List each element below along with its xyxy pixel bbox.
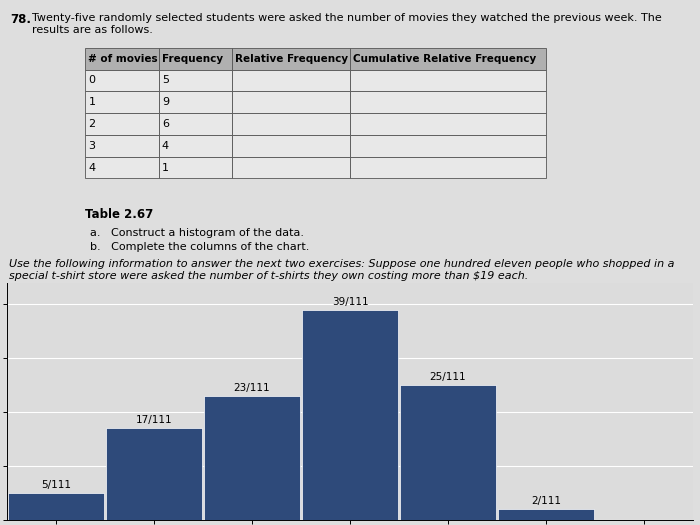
Bar (232, 69, 350, 91)
Text: Cumulative Relative Frequency: Cumulative Relative Frequency (353, 54, 536, 64)
Text: 39/111: 39/111 (332, 297, 368, 307)
Text: 2: 2 (88, 119, 95, 129)
Bar (106, 428, 202, 520)
Bar (85, 156, 159, 178)
Bar (498, 509, 594, 520)
Bar (350, 135, 546, 156)
Text: 1: 1 (88, 97, 95, 107)
Text: 4: 4 (88, 163, 95, 173)
Bar (302, 310, 398, 520)
Bar (159, 113, 232, 135)
Bar (159, 156, 232, 178)
Bar (400, 385, 496, 520)
Bar (350, 91, 546, 113)
Text: # of movies: # of movies (88, 54, 158, 64)
Text: 1: 1 (162, 163, 169, 173)
Bar (85, 113, 159, 135)
Bar (159, 48, 232, 69)
Text: 78.: 78. (10, 13, 32, 26)
Text: b.   Complete the columns of the chart.: b. Complete the columns of the chart. (90, 242, 309, 252)
Bar (350, 113, 546, 135)
Bar (232, 91, 350, 113)
Bar (350, 69, 546, 91)
Bar (232, 156, 350, 178)
Text: 6: 6 (162, 119, 169, 129)
Bar (204, 396, 300, 520)
Text: 25/111: 25/111 (430, 372, 466, 382)
Bar (85, 135, 159, 156)
Text: 5: 5 (162, 76, 169, 86)
Bar (350, 48, 546, 69)
Text: Use the following information to answer the next two exercises: Suppose one hund: Use the following information to answer … (9, 259, 675, 281)
Text: Frequency: Frequency (162, 54, 223, 64)
Text: 9: 9 (162, 97, 169, 107)
Text: a.   Construct a histogram of the data.: a. Construct a histogram of the data. (90, 227, 304, 237)
Bar (350, 156, 546, 178)
Text: 5/111: 5/111 (41, 480, 71, 490)
Text: 2/111: 2/111 (531, 496, 561, 506)
Bar (159, 69, 232, 91)
Bar (232, 135, 350, 156)
Bar (85, 69, 159, 91)
Text: 23/111: 23/111 (234, 383, 270, 393)
Bar (8, 493, 104, 520)
Text: 17/111: 17/111 (136, 415, 172, 425)
Bar (159, 135, 232, 156)
Bar (85, 91, 159, 113)
Bar (85, 48, 159, 69)
Bar (159, 91, 232, 113)
Text: 3: 3 (88, 141, 95, 151)
Text: 4: 4 (162, 141, 169, 151)
Text: 0: 0 (88, 76, 95, 86)
Bar (232, 48, 350, 69)
Text: Table 2.67: Table 2.67 (85, 207, 154, 220)
Text: Twenty-five randomly selected students were asked the number of movies they watc: Twenty-five randomly selected students w… (32, 13, 661, 35)
Text: Relative Frequency: Relative Frequency (235, 54, 349, 64)
Bar (232, 113, 350, 135)
